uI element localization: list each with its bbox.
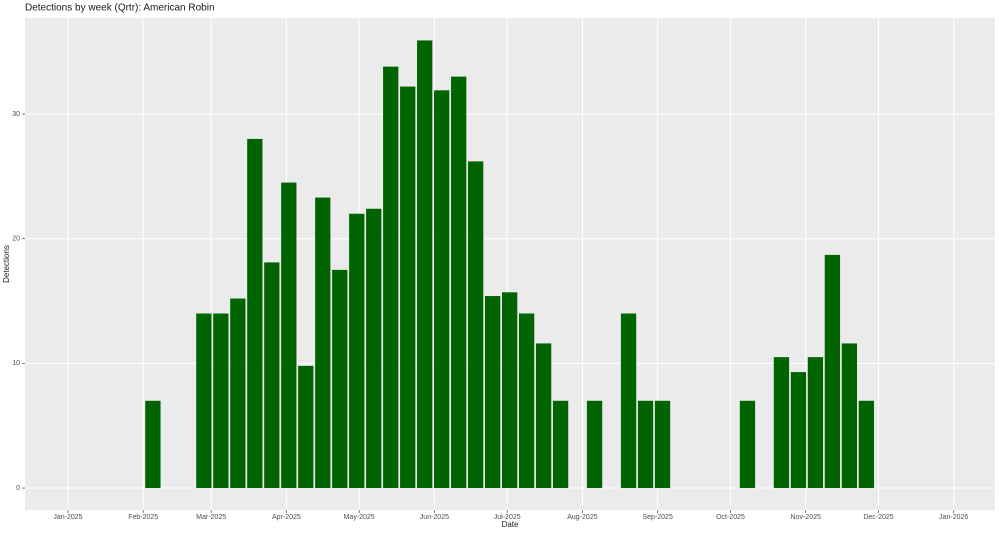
bar (654, 400, 671, 489)
x-tick-label: Oct-2025 (716, 514, 745, 521)
bar (586, 400, 603, 489)
bar (247, 138, 263, 489)
bar (485, 296, 501, 489)
bar (434, 90, 450, 489)
bar (858, 400, 875, 489)
bar (807, 357, 824, 489)
x-tick-label: Dec-2025 (863, 514, 893, 521)
x-tick-label: Jan-2025 (53, 514, 82, 521)
chart-title: Detections by week (Qrtr): American Robi… (25, 3, 215, 14)
y-tick-label: 20 (12, 236, 20, 243)
bar (417, 40, 433, 489)
bar (637, 400, 654, 489)
bar (739, 400, 756, 489)
bar (773, 357, 790, 489)
x-tick-label: Apr-2025 (272, 514, 301, 521)
bar (213, 313, 229, 489)
x-axis-label: Date (502, 520, 519, 529)
x-tick-label: Sep-2025 (642, 514, 672, 521)
bar (196, 313, 212, 489)
bar (468, 161, 484, 489)
bar (501, 292, 518, 489)
y-tick-label: 10 (12, 360, 20, 367)
bar (535, 343, 552, 489)
y-tick-label: 0 (16, 485, 20, 492)
bar (315, 197, 331, 489)
bar (841, 343, 858, 489)
bar (366, 208, 382, 489)
bar (383, 66, 399, 489)
x-tick-label: Nov-2025 (791, 514, 821, 521)
x-tick-label: May-2025 (344, 514, 375, 521)
bar (518, 313, 535, 489)
x-tick-label: Jul-2025 (494, 514, 521, 521)
bar (552, 400, 569, 489)
x-tick-label: Jan-2026 (939, 514, 968, 521)
bar (451, 76, 467, 489)
bar (230, 298, 246, 489)
bar (620, 313, 637, 489)
bar (281, 182, 297, 489)
x-tick-label: Mar-2025 (196, 514, 226, 521)
bar (400, 86, 416, 489)
y-axis-label: Detections (2, 245, 11, 283)
x-tick-label: Feb-2025 (128, 514, 158, 521)
bar (332, 269, 348, 489)
y-tick-label: 30 (12, 111, 20, 118)
x-tick-label: Jun-2025 (420, 514, 449, 521)
bar (264, 262, 280, 489)
bar (790, 372, 807, 489)
bar (298, 365, 314, 489)
bar (824, 254, 841, 489)
x-tick-label: Aug-2025 (567, 514, 597, 521)
bar (145, 400, 161, 489)
bar (349, 213, 365, 489)
